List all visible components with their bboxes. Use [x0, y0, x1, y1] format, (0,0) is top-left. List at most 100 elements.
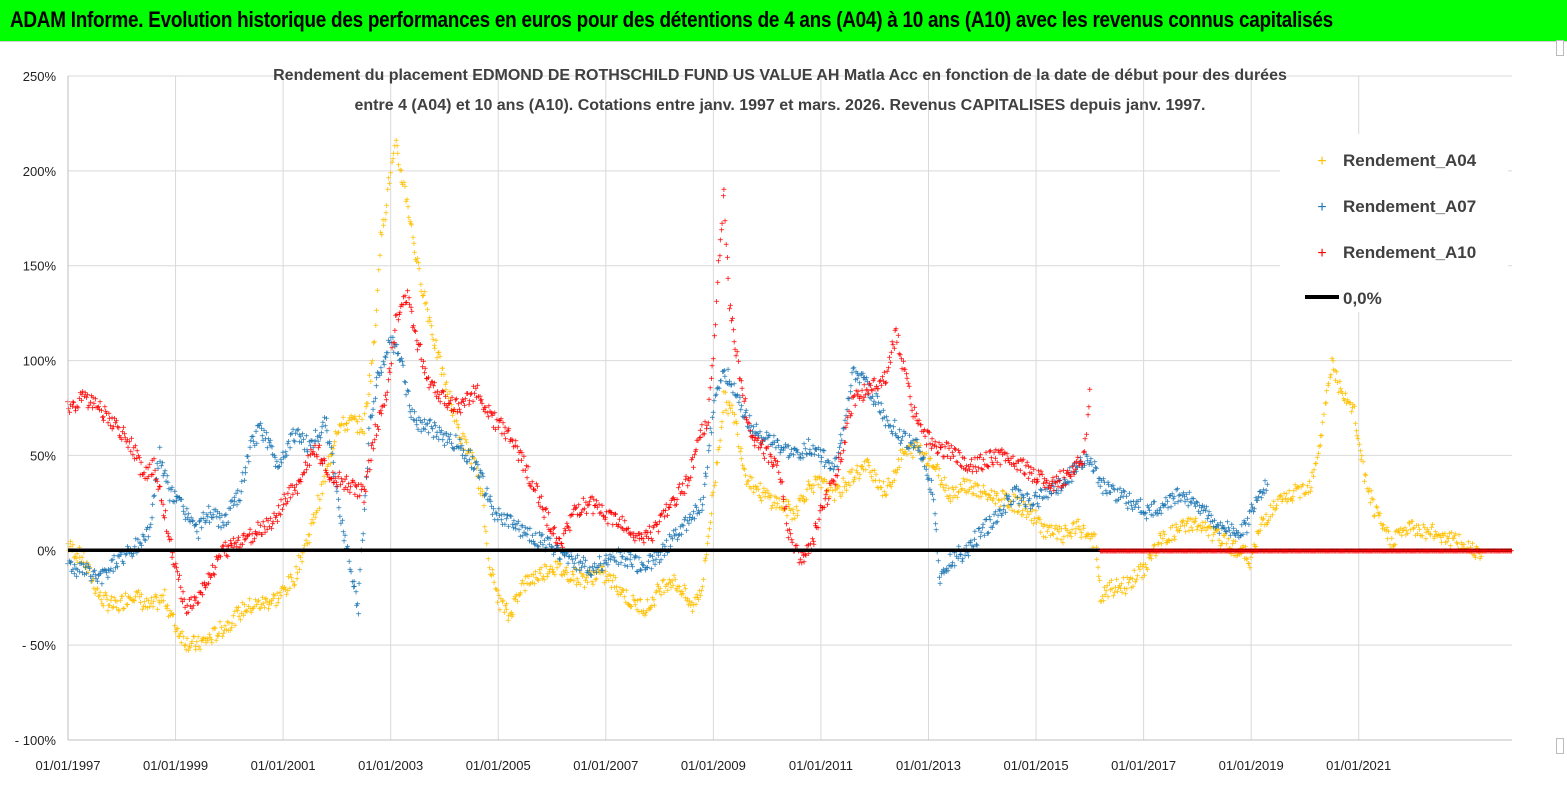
data-point: +	[467, 446, 473, 457]
data-point: +	[267, 597, 273, 608]
data-point: +	[634, 596, 640, 607]
data-point: +	[1092, 531, 1098, 542]
data-point: +	[360, 427, 366, 438]
data-point: +	[213, 636, 219, 647]
data-point: +	[173, 625, 179, 636]
data-point: +	[296, 551, 302, 562]
data-point: +	[623, 598, 629, 609]
data-point: +	[476, 484, 482, 495]
data-point: +	[114, 597, 120, 608]
data-point: +	[707, 383, 713, 394]
data-point: +	[326, 453, 332, 464]
data-point: +	[874, 483, 880, 494]
data-point: +	[388, 360, 394, 371]
data-point: +	[1038, 528, 1044, 539]
data-point: +	[621, 593, 627, 604]
data-point: +	[746, 476, 752, 487]
data-point: +	[268, 599, 274, 610]
data-point: +	[1017, 501, 1023, 512]
data-point: +	[436, 348, 442, 359]
data-point: +	[887, 479, 893, 490]
data-point: +	[357, 429, 363, 440]
data-point: +	[538, 492, 544, 503]
data-point: +	[1075, 516, 1081, 527]
data-point: +	[195, 534, 201, 545]
data-point: +	[346, 416, 352, 427]
data-point: +	[461, 445, 467, 456]
series-Rendement_A04: ++++++++++++++++++++++++++++++++++++++++…	[65, 136, 1485, 657]
data-point: +	[328, 450, 334, 461]
data-point: +	[788, 506, 794, 517]
data-point: +	[917, 441, 923, 452]
data-point: +	[789, 515, 795, 526]
data-point: +	[1081, 524, 1087, 535]
data-point: +	[900, 446, 906, 457]
data-point: +	[779, 478, 785, 489]
data-point: +	[1133, 575, 1139, 586]
data-point: +	[80, 559, 86, 570]
data-point: +	[712, 482, 718, 493]
data-point: +	[339, 419, 345, 430]
data-point: +	[969, 490, 975, 501]
data-point: +	[481, 501, 487, 512]
resize-handle-top-right[interactable]	[1556, 40, 1564, 56]
data-point: +	[546, 567, 552, 578]
data-point: +	[859, 462, 865, 473]
data-point: +	[279, 584, 285, 595]
data-point: +	[415, 254, 421, 265]
data-point: +	[487, 564, 493, 575]
data-point: +	[1019, 511, 1025, 522]
data-point: +	[511, 594, 517, 605]
data-point: +	[226, 619, 232, 630]
data-point: +	[449, 401, 455, 412]
data-point: +	[826, 495, 832, 506]
data-point: +	[438, 370, 444, 381]
data-point: +	[828, 483, 834, 494]
data-point: +	[298, 553, 304, 564]
data-point: +	[686, 601, 692, 612]
x-tick-label: 01/01/2021	[1326, 758, 1391, 773]
data-point: +	[380, 216, 386, 227]
resize-handle-bottom-right[interactable]	[1556, 738, 1564, 754]
data-point: +	[708, 510, 714, 521]
data-point: +	[756, 492, 762, 503]
data-point: +	[261, 603, 267, 614]
data-point: +	[379, 231, 385, 242]
data-point: +	[556, 560, 562, 571]
data-point: +	[357, 566, 363, 577]
data-point: +	[668, 583, 674, 594]
data-point: +	[144, 594, 150, 605]
data-point: +	[1024, 513, 1030, 524]
data-point: +	[424, 305, 430, 316]
data-point: +	[842, 438, 848, 449]
data-point: +	[220, 629, 226, 640]
data-point: +	[227, 626, 233, 637]
data-point: +	[1034, 518, 1040, 529]
data-point: +	[361, 429, 367, 440]
data-point: +	[696, 595, 702, 606]
data-point: +	[1011, 507, 1017, 518]
data-point: +	[412, 248, 418, 259]
data-point: +	[981, 482, 987, 493]
data-point: +	[1022, 505, 1028, 516]
data-point: +	[838, 492, 844, 503]
data-point: +	[264, 598, 270, 609]
data-point: +	[404, 195, 410, 206]
data-point: +	[484, 540, 490, 551]
data-point: +	[216, 629, 222, 640]
data-point: +	[332, 437, 338, 448]
data-point: +	[795, 506, 801, 517]
data-point: +	[191, 632, 197, 643]
data-point: +	[234, 603, 240, 614]
data-point: +	[1020, 511, 1026, 522]
data-point: +	[225, 626, 231, 637]
data-point: +	[435, 348, 441, 359]
data-point: +	[759, 497, 765, 508]
data-point: +	[324, 427, 330, 438]
data-point: +	[792, 514, 798, 525]
data-point: +	[723, 240, 729, 251]
data-point: +	[341, 421, 347, 432]
data-point: +	[590, 580, 596, 591]
data-point: +	[263, 594, 269, 605]
data-point: +	[905, 443, 911, 454]
